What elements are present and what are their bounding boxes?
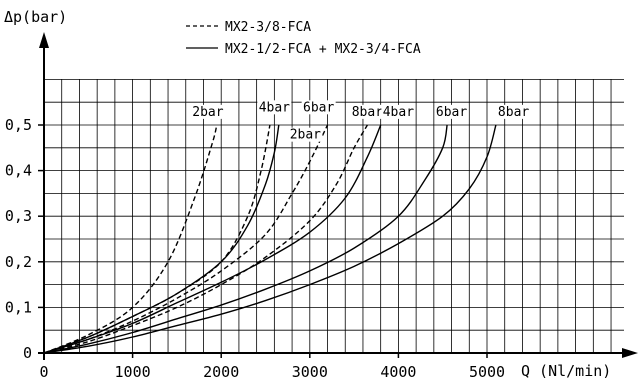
curve-label-bg [434,104,469,119]
x-tick-label: 0 [39,363,48,381]
x-tick-label: 2000 [203,363,239,381]
series-line-dashed-6bar [43,124,329,354]
y-tick-label: 0,1 [5,298,32,316]
curve-label: 2bar [192,105,223,120]
y-tick-label: 0 [23,344,32,362]
curve-label: 6bar [436,105,467,120]
curve-label: 4bar [383,105,414,120]
curve-label-bg [257,100,292,115]
x-tick-label: 1000 [115,363,151,381]
curve-label: 8bar [498,105,529,120]
x-tick-labels: 0 1000 2000 3000 4000 5000 [39,353,505,381]
curve-label: 2bar [290,128,321,143]
legend: MX2-3/8-FCA MX2-1/2-FCA + MX2-3/4-FCA [186,20,421,57]
legend-solid-label: MX2-1/2-FCA + MX2-3/4-FCA [225,42,421,57]
legend-dashed-label: MX2-3/8-FCA [225,20,311,35]
series-line-dashed-2bar [43,124,218,354]
x-tick-label: 3000 [292,363,328,381]
y-tick-label: 0,5 [5,116,32,134]
y-tick-label: 0,2 [5,253,32,271]
series-line-dashed-4bar [43,124,271,354]
y-axis-label: Δp(bar) [4,8,67,26]
x-tick-label: 4000 [380,363,416,381]
curve-label-bg [301,100,336,115]
x-axis-label: Q (Nl/min) [521,362,611,380]
y-tick-label: 0,3 [5,207,32,225]
y-tick-label: 0,4 [5,162,32,180]
series-lines [43,124,497,354]
series-line-solid-6bar [43,124,448,354]
series-line-solid-8bar [43,124,497,354]
curve-label-bg [190,104,225,119]
curve-label-bg [288,127,323,142]
curve-label: 8bar [352,105,383,120]
x-axis-arrow [622,348,638,358]
curve-label: 6bar [303,100,334,115]
series-line-dashed-8bar [43,124,369,354]
curve-label-bg [381,104,416,119]
y-axis-arrow [39,32,49,48]
x-tick-label: 5000 [469,363,505,381]
curve-label-bg [496,104,531,119]
curve-label: 4bar [259,100,290,115]
curve-label-bg [350,104,385,119]
axes [38,32,638,360]
y-tick-labels: 0 0,1 0,2 0,3 0,4 0,5 [5,116,44,362]
grid [44,79,624,353]
